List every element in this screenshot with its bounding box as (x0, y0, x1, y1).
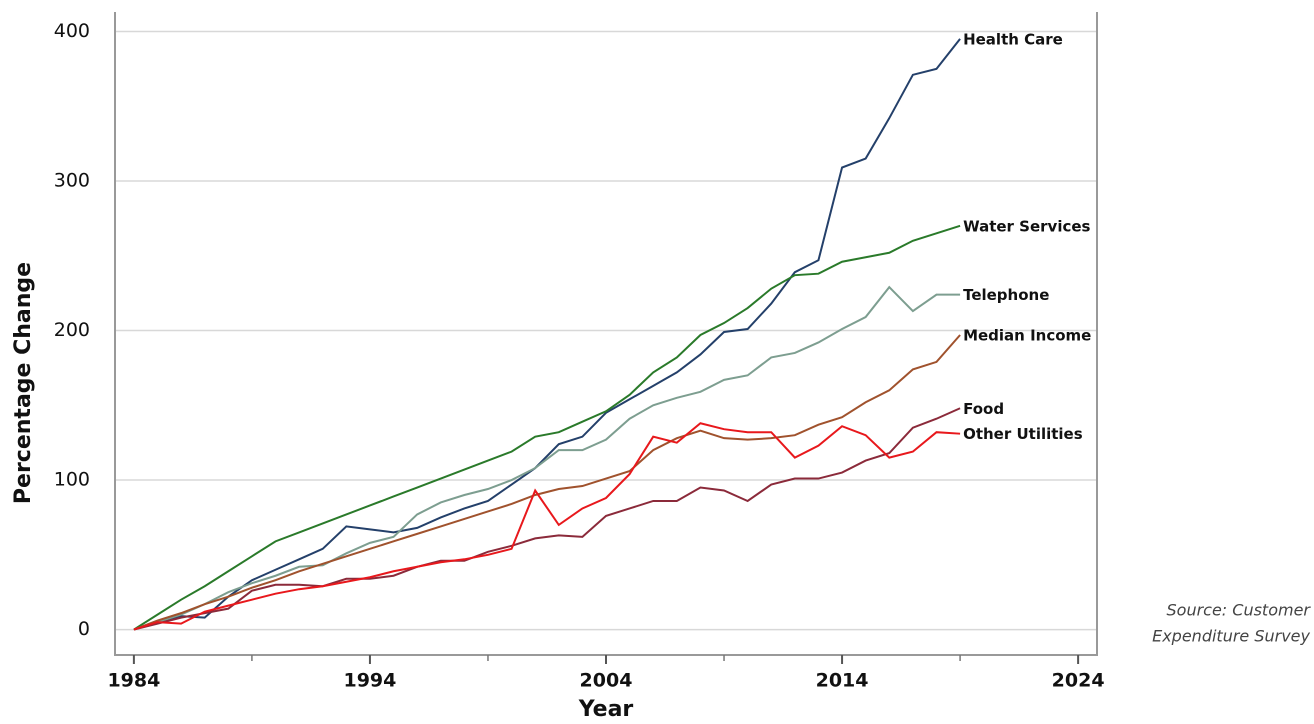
y-tick-label: 300 (54, 169, 90, 191)
series-label: Other Utilities (963, 425, 1083, 443)
y-tick-label: 100 (54, 469, 90, 491)
series-label: Food (963, 400, 1004, 418)
series-line (133, 38, 961, 631)
x-tick-label: 2024 (1052, 670, 1105, 692)
series-line (133, 422, 961, 631)
y-axis-title: Percentage Change (11, 262, 36, 504)
y-tick-label: 200 (54, 319, 90, 341)
series-label: Telephone (963, 286, 1049, 304)
y-tick-label: 0 (78, 618, 90, 640)
series-line (133, 285, 961, 631)
series-line (133, 224, 961, 631)
series-label: Health Care (963, 30, 1063, 48)
x-axis-title: Year (578, 697, 634, 722)
series-label: Water Services (963, 217, 1090, 235)
x-tick-label: 1984 (107, 670, 160, 692)
x-tick-label: 1994 (343, 670, 396, 692)
source-note: Expenditure Survey (1152, 627, 1310, 646)
series-line (133, 334, 961, 631)
source-note: Source: Customer (1167, 601, 1312, 620)
axis-frame (114, 12, 1098, 656)
series-label: Median Income (963, 326, 1091, 344)
x-tick-label: 2004 (580, 670, 633, 692)
x-tick-label: 2014 (816, 670, 869, 692)
series-line (133, 407, 961, 631)
y-tick-label: 400 (54, 20, 90, 42)
